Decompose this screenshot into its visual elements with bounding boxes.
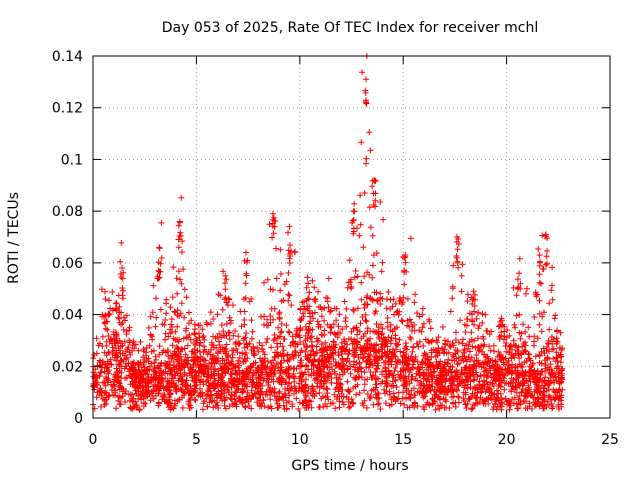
peak-point: [542, 231, 549, 238]
peak-point: [362, 76, 369, 83]
x-tick-labels: 0 5 10 15 20 25: [89, 432, 619, 448]
x-tick-label: 15: [394, 432, 412, 448]
chart-title: Day 053 of 2025, Rate Of TEC Index for r…: [162, 20, 538, 36]
peak-point: [350, 208, 357, 215]
peak-point: [536, 252, 543, 259]
x-tick-label: 20: [498, 432, 516, 448]
x-tick-label: 25: [601, 432, 619, 448]
x-tick-label: 5: [192, 432, 201, 448]
y-axis-label: ROTI / TECUs: [6, 192, 22, 284]
peak-point: [102, 296, 109, 303]
peak-point: [222, 272, 229, 279]
y-tick-labels: 0 0.02 0.04 0.06 0.08 0.1 0.12 0.14: [52, 49, 83, 427]
peak-point: [470, 288, 477, 295]
y-tick-label: 0.14: [52, 49, 83, 65]
x-axis-label: GPS time / hours: [291, 458, 408, 474]
y-tick-label: 0.12: [52, 101, 83, 117]
y-tick-label: 0.08: [52, 204, 83, 220]
peak-point: [305, 280, 312, 287]
y-tick-label: 0: [74, 411, 83, 427]
y-tick-label: 0.06: [52, 256, 83, 272]
peak-point: [371, 177, 378, 184]
y-tick-label: 0.1: [61, 152, 83, 168]
x-tick-label: 10: [291, 432, 309, 448]
y-tick-label: 0.02: [52, 359, 83, 375]
plot-frame: [92, 55, 611, 419]
grid-lines: [93, 56, 610, 418]
y-tick-label: 0.04: [52, 308, 83, 324]
peak-point: [402, 252, 409, 259]
peak-point: [118, 265, 125, 272]
axis-ticks: [92, 55, 611, 419]
peak-point: [269, 210, 276, 217]
peak-point: [286, 223, 293, 230]
peak-point: [156, 244, 163, 251]
peak-point: [243, 249, 250, 256]
peak-point: [453, 234, 460, 240]
x-tick-label: 0: [89, 432, 98, 448]
peak-point: [516, 270, 523, 277]
peak-point: [176, 218, 183, 225]
